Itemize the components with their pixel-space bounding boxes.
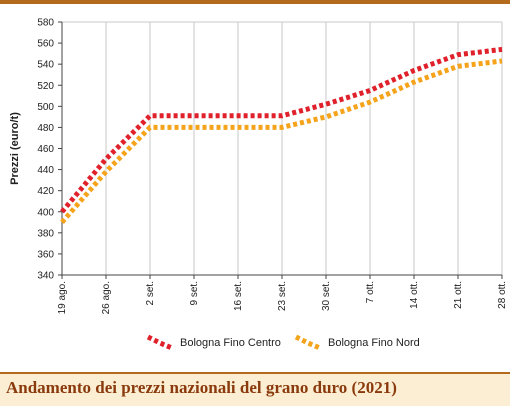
- chart-caption: Andamento dei prezzi nazionali del grano…: [6, 378, 397, 397]
- x-tick-label: 19 ago.: [57, 281, 68, 314]
- legend-swatch: [294, 334, 321, 351]
- x-tick-label: 7 ott.: [365, 281, 376, 303]
- top-rule: [0, 0, 510, 4]
- y-tick-label: 580: [37, 18, 54, 29]
- x-tick-label: 30 set.: [321, 281, 332, 311]
- y-tick-label: 560: [37, 39, 54, 50]
- legend-swatch: [146, 334, 173, 351]
- x-tick-label: 9 set.: [189, 281, 200, 305]
- y-tick-label: 420: [37, 186, 54, 197]
- x-tick-label: 16 set.: [233, 281, 244, 311]
- x-tick-label: 26 ago.: [101, 281, 112, 314]
- y-tick-label: 340: [37, 271, 54, 282]
- y-tick-label: 520: [37, 81, 54, 92]
- x-tick-label: 14 ott.: [409, 281, 420, 309]
- x-tick-label: 21 ott.: [453, 281, 464, 309]
- line-chart: 340 360 380 400 420 440 460 480 500 520 540 560 580 1…: [9, 18, 508, 351]
- y-tick-label: 360: [37, 249, 54, 260]
- x-tick-label: 2 set.: [145, 281, 156, 305]
- legend-label: Bologna Fino Centro: [180, 337, 281, 349]
- y-tick-label: 400: [37, 207, 54, 218]
- y-tick-label: 440: [37, 165, 54, 176]
- legend-label: Bologna Fino Nord: [328, 337, 420, 349]
- y-axis-title: Prezzi (euro/t): [9, 112, 21, 185]
- series-line-bologna-fino-centro: [60, 46, 503, 214]
- y-tick-label: 480: [37, 123, 54, 134]
- y-tick-label: 460: [37, 144, 54, 155]
- x-tick-label: 23 set.: [277, 281, 288, 311]
- caption-bar: Andamento dei prezzi nazionali del grano…: [0, 372, 510, 406]
- y-tick-label: 540: [37, 60, 54, 71]
- x-tick-label: 28 ott.: [497, 281, 508, 309]
- series-line-bologna-fino-nord: [60, 58, 503, 224]
- y-tick-label: 500: [37, 102, 54, 113]
- y-tick-label: 380: [37, 228, 54, 239]
